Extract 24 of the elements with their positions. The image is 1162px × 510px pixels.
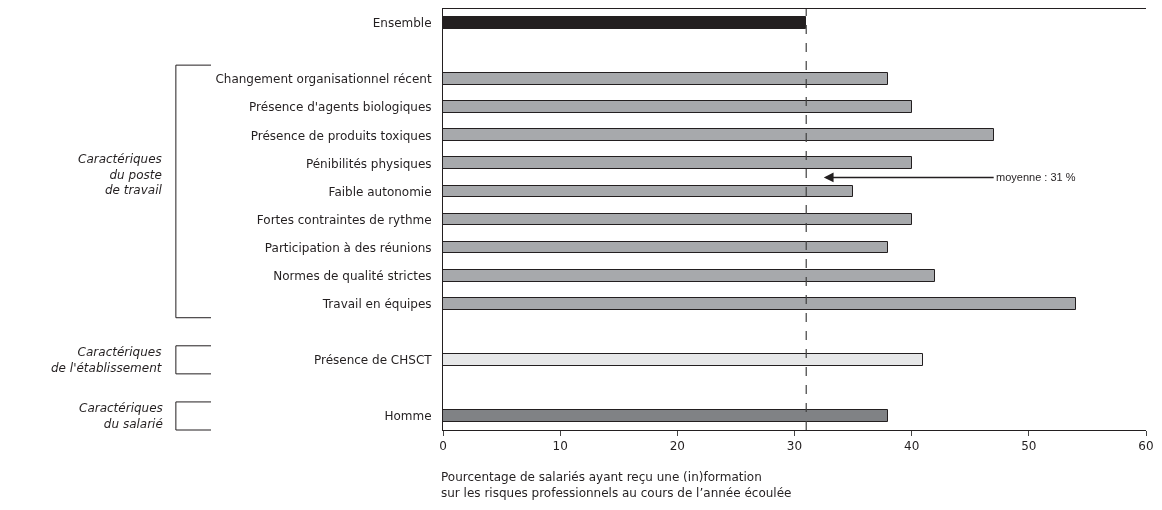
x-tick-label: 10	[552, 439, 568, 454]
y-tick-label: Changement organisationnel récent	[215, 72, 432, 87]
text: Caractériques de l'établissement	[51, 345, 163, 375]
y-tick-label: Ensemble	[372, 16, 432, 31]
x-tick-label: 50	[1021, 439, 1037, 454]
y-tick-label: Présence d'agents biologiques	[249, 100, 432, 115]
ref-line-label: moyenne : 31 %	[996, 171, 1076, 183]
x-tick-label: 60	[1138, 439, 1154, 454]
x-tick-label: 0	[439, 439, 447, 454]
y-tick-label: Normes de qualité strictes	[273, 268, 432, 283]
y-tick-label: Fortes contraintes de rythme	[256, 212, 432, 227]
x-tick-label: 30	[786, 439, 803, 454]
x-axis-title: Pourcentage de salariés ayant reçu une (in)formation sur les risques professionnels au cours de l’année écoulée	[441, 470, 792, 500]
x-tick-label: 20	[669, 439, 685, 454]
y-tick-label: Présence de produits toxiques	[250, 128, 432, 143]
y-tick-label: Faible autonomie	[328, 184, 432, 199]
y-tick-label: Homme	[384, 409, 432, 424]
y-tick-label: Pénibilités physiques	[305, 156, 432, 171]
text: Caractériques du poste de travail	[78, 152, 163, 198]
y-tick-label: Participation à des réunions	[264, 240, 432, 255]
y-tick-label: Présence de CHSCT	[313, 353, 433, 368]
y-tick-label: Travail en équipes	[321, 296, 432, 311]
x-tick-label: 40	[904, 439, 920, 454]
text: Caractériques du salarié	[79, 401, 163, 431]
